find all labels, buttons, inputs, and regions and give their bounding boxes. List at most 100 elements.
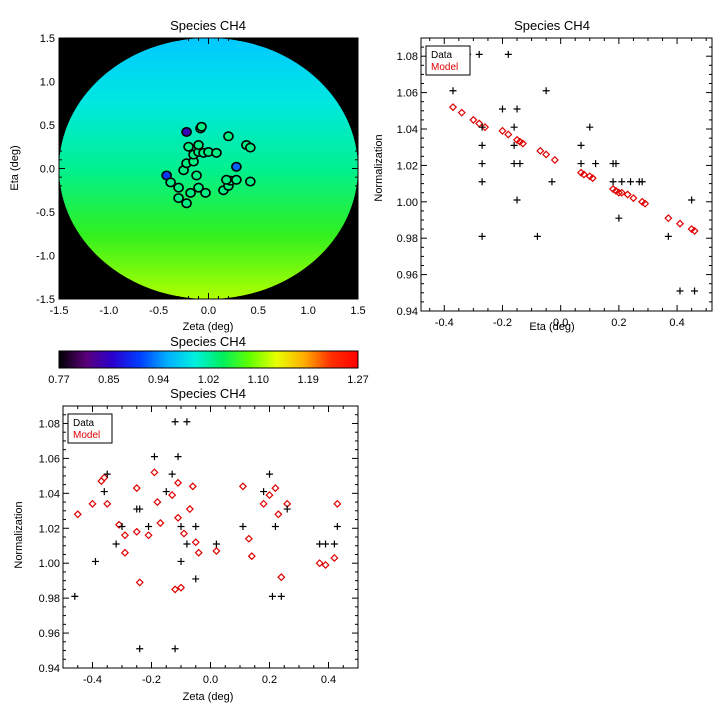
- zeta-legend-data: Data: [73, 418, 95, 429]
- eta-data-point: [478, 123, 486, 131]
- map-source-point: [185, 187, 196, 198]
- eta-x-tick-label: -0.4: [435, 317, 454, 329]
- map-source-point: [173, 193, 184, 204]
- colorbar-tick-label: 0.94: [148, 374, 169, 386]
- eta-data-point: [504, 50, 512, 58]
- zeta-data-point: [333, 523, 341, 531]
- zeta-y-tick-label: 1.08: [39, 418, 60, 430]
- eta-x-tick-label: 0.2: [611, 317, 626, 329]
- zeta-model-point: [168, 491, 177, 500]
- eta-model-point: [536, 146, 545, 155]
- zeta-data-point: [118, 523, 126, 531]
- zeta-model-point: [191, 538, 200, 547]
- eta-data-point: [612, 160, 620, 168]
- eta-model-point: [498, 126, 507, 135]
- map-xlabel: Zeta (deg): [183, 321, 234, 333]
- zeta-xlabel: Zeta (deg): [183, 691, 234, 703]
- eta-model-point: [448, 103, 458, 112]
- eta-xlabel: Eta (deg): [529, 321, 574, 333]
- eta-data-point: [577, 160, 585, 168]
- zeta-model-point: [132, 527, 141, 536]
- eta-y-tick-label: 1.08: [397, 51, 418, 63]
- zeta-x-tick-label: 0.2: [262, 674, 277, 686]
- zeta-model-point: [277, 573, 286, 582]
- colorbar-strip: [58, 350, 359, 369]
- eta-data-point: [676, 287, 684, 295]
- zeta-x-tick-label: 0.4: [321, 674, 336, 686]
- zeta-model-point: [330, 553, 339, 563]
- eta-data-point: [586, 123, 594, 131]
- colorbar-panel: Species CH4 0.77 0.85 0.94 1.02 1.10 1.19 1.27: [48, 334, 368, 386]
- eta-data-point: [449, 87, 457, 95]
- map-points: [161, 121, 256, 209]
- map-x-tick-label: -1.0: [99, 305, 118, 317]
- eta-model-point: [550, 155, 559, 164]
- zeta-data-point: [177, 523, 185, 531]
- zeta-model-point: [135, 578, 144, 587]
- eta-data-point: [615, 214, 623, 222]
- zeta-data-point: [177, 557, 185, 565]
- eta-data-point: [638, 178, 646, 186]
- eta-y-tick-label: 0.96: [397, 270, 418, 282]
- eta-x-tick-label: 0.4: [669, 317, 684, 329]
- zeta-data-point: [192, 575, 200, 583]
- zeta-data-point: [112, 540, 120, 548]
- eta-x-tick-label: -0.2: [493, 317, 512, 329]
- zeta-model-point: [179, 529, 188, 538]
- zeta-model-point: [144, 531, 153, 540]
- eta-data-point: [510, 141, 518, 149]
- map-y-tick-label: 1.5: [40, 33, 55, 45]
- map-axes: -1.5 -1.0 -0.5 0.0 0.5 1.0 1.5 -1.5 -1.0 -0.5 0.0 0…: [36, 33, 366, 317]
- zeta-model-point: [238, 482, 247, 491]
- eta-y-tick-label: 0.98: [397, 233, 418, 245]
- zeta-model-point: [174, 478, 183, 487]
- zeta-model-point: [120, 531, 129, 540]
- eta-x-tick-label: 0.0: [553, 317, 568, 329]
- zeta-data-point: [171, 645, 179, 653]
- colorbar-tick-label: 1.19: [297, 374, 318, 386]
- zeta-data-point: [183, 540, 191, 548]
- eta-legend-model: Model: [431, 62, 458, 73]
- zeta-data-point: [136, 505, 144, 513]
- zeta-model-point: [153, 498, 162, 507]
- eta-model-point: [469, 115, 478, 124]
- eta-legend-data: Data: [431, 50, 453, 61]
- zeta-frame: [62, 405, 359, 669]
- zeta-model-point: [185, 505, 194, 514]
- zeta-model-point: [194, 548, 203, 557]
- map-x-tick-label: -1.5: [50, 305, 69, 317]
- zeta-x-tick-label: 0.0: [203, 674, 218, 686]
- eta-data-point: [510, 123, 518, 131]
- zeta-data-point: [266, 470, 273, 478]
- eta-model-point: [641, 199, 650, 208]
- zeta-plot-area: -0.4 -0.2 0.0 0.2 0.4 0.94 0.96 0.98 1.00 1.02 1.0…: [39, 405, 359, 686]
- eta-data-point: [498, 105, 506, 113]
- zeta-model-point: [333, 499, 342, 508]
- zeta-model-point: [171, 585, 180, 594]
- eta-data-point: [688, 196, 696, 204]
- eta-y-tick-label: 1.04: [397, 124, 418, 136]
- zeta-data-point: [212, 540, 220, 548]
- eta-data-point: [475, 50, 483, 58]
- eta-data-point: [516, 160, 524, 168]
- zeta-y-tick-label: 0.94: [39, 663, 60, 675]
- eta-model-point: [629, 194, 638, 203]
- eta-title: Species CH4: [514, 18, 590, 33]
- zeta-model-point: [271, 484, 280, 493]
- eta-data-point: [542, 87, 550, 95]
- map-ylabel: Eta (deg): [9, 145, 21, 190]
- zeta-data-point: [316, 540, 324, 548]
- zeta-model-point: [103, 499, 112, 508]
- eta-model-point: [675, 219, 685, 228]
- colorbar-tick-label: 1.27: [347, 374, 368, 386]
- map-source-point: [245, 142, 256, 153]
- zeta-data-point: [91, 557, 99, 565]
- map-source-point: [165, 177, 176, 188]
- zeta-y-tick-label: 0.98: [39, 593, 60, 605]
- zeta-model-point: [174, 513, 183, 522]
- zeta-model-point: [274, 510, 283, 519]
- map-x-tick-label: 1.5: [350, 305, 365, 317]
- eta-data-point: [533, 232, 541, 240]
- eta-model-point: [690, 226, 699, 235]
